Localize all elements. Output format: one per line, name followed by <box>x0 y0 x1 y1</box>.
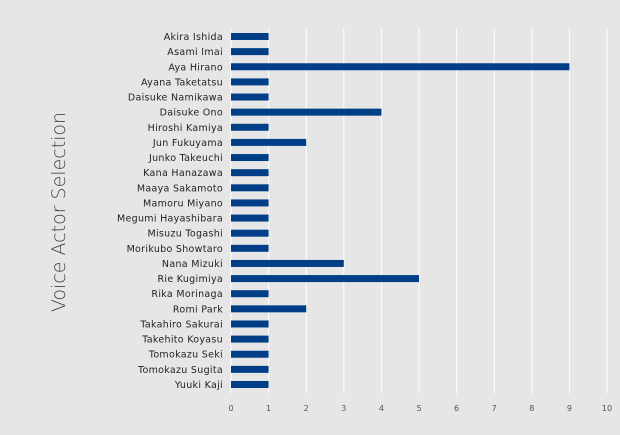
category-label: Junko Takeuchi <box>148 153 223 164</box>
category-label: Daisuke Namikawa <box>128 93 223 104</box>
bar <box>231 138 307 146</box>
bar <box>231 380 269 388</box>
x-tick-label: 9 <box>567 404 572 413</box>
x-tick-label: 7 <box>492 404 497 413</box>
bar <box>231 169 269 177</box>
bar <box>231 275 419 283</box>
category-label: Jun Fukuyama <box>152 138 223 149</box>
category-label: Rie Kugimiya <box>158 274 224 285</box>
bar <box>231 63 570 71</box>
bar <box>231 365 269 373</box>
category-label: Takehito Koyasu <box>141 335 223 346</box>
category-label: Asami Imai <box>167 47 223 58</box>
x-tick-label: 0 <box>228 404 233 413</box>
bars <box>231 33 570 388</box>
x-tick-label: 6 <box>454 404 459 413</box>
x-tick-label: 4 <box>379 404 384 413</box>
bar <box>231 244 269 252</box>
x-tick-label: 1 <box>266 404 271 413</box>
category-labels: Akira Ishida Asami Imai Aya Hirano Ayana Ta… <box>117 32 223 391</box>
category-label: Romi Park <box>173 304 223 315</box>
category-label: Misuzu Togashi <box>148 229 224 240</box>
bar <box>231 214 269 222</box>
x-tick-label: 3 <box>341 404 346 413</box>
bar <box>231 259 344 267</box>
bar <box>231 290 269 298</box>
category-label: Kana Hanazawa <box>143 168 223 179</box>
category-label: Tomokazu Seki <box>148 350 223 361</box>
bar <box>231 48 269 56</box>
category-label: Morikubo Showtaro <box>127 244 223 255</box>
category-label: Rika Morinaga <box>151 289 223 300</box>
bar <box>231 108 382 116</box>
category-label: Tomokazu Sugita <box>137 365 223 376</box>
gridlines <box>230 28 608 394</box>
category-label: Maaya Sakamoto <box>137 183 223 194</box>
bar <box>231 229 269 237</box>
category-label: Megumi Hayashibara <box>117 214 223 225</box>
bar <box>231 305 307 313</box>
category-label: Yuuki Kaji <box>174 380 223 391</box>
x-tick-label: 5 <box>416 404 421 413</box>
bar <box>231 93 269 101</box>
y-axis-title: Voice Actor Selection <box>48 112 70 312</box>
x-tick-label: 8 <box>529 404 534 413</box>
category-label: Aya Hirano <box>168 62 223 73</box>
x-tick-label: 2 <box>304 404 309 413</box>
x-tick-labels: 0 1 2 3 4 5 6 7 8 9 10 <box>228 404 612 413</box>
bar <box>231 199 269 207</box>
category-label: Daisuke Ono <box>160 108 223 119</box>
category-label: Mamoru Miyano <box>143 198 223 209</box>
bar <box>231 335 269 343</box>
category-label: Ayana Taketatsu <box>141 77 223 88</box>
category-label: Akira Ishida <box>164 32 223 43</box>
bar <box>231 78 269 86</box>
bar <box>231 123 269 131</box>
bar <box>231 184 269 192</box>
category-label: Takahiro Sakurai <box>139 319 223 330</box>
category-label: Hiroshi Kamiya <box>148 123 223 134</box>
bar <box>231 154 269 162</box>
bar <box>231 350 269 358</box>
bar <box>231 33 269 40</box>
category-label: Nana Mizuki <box>162 259 223 270</box>
x-tick-label: 10 <box>602 404 612 413</box>
bar <box>231 320 269 328</box>
